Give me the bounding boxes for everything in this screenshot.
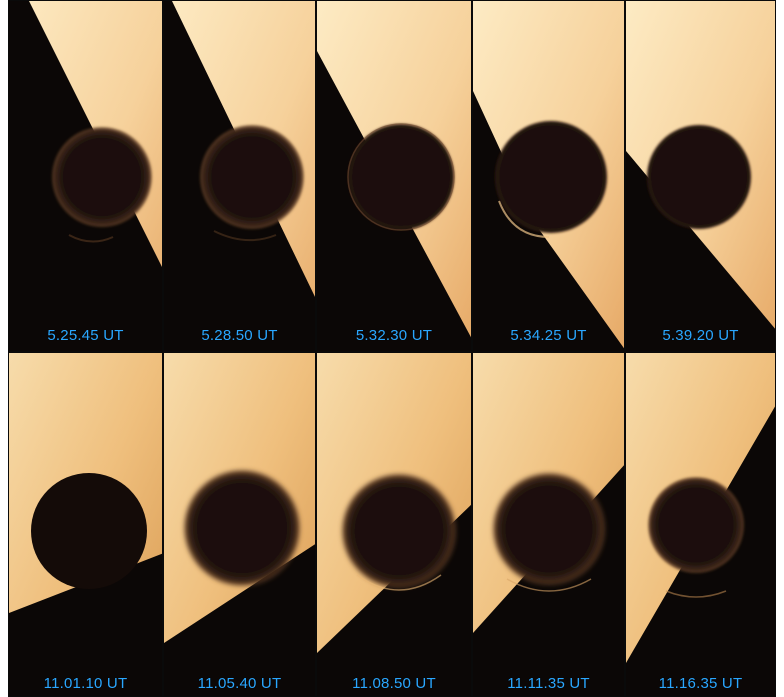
timestamp-label: 5.28.50 UT: [201, 327, 278, 344]
panel-9: 11.11.35 UT: [472, 352, 625, 697]
panel-8: 11.08.50 UT: [316, 352, 472, 697]
timestamp-label: 11.16.35 UT: [658, 675, 743, 692]
transit-image: [164, 353, 315, 696]
timestamp-label: 11.11.35 UT: [507, 675, 590, 692]
transit-image: [9, 1, 162, 351]
panel-10: 11.16.35 UT: [625, 352, 776, 697]
panel-1: 5.25.45 UT: [8, 0, 163, 352]
transit-image: [473, 1, 624, 351]
timestamp-label: 11.05.40 UT: [197, 675, 282, 692]
transit-image: [626, 1, 775, 351]
transit-image: [626, 353, 775, 696]
transit-image: [317, 353, 471, 696]
transit-image: [164, 1, 315, 351]
transit-image: [473, 353, 624, 696]
timestamp-label: 11.08.50 UT: [352, 675, 436, 692]
timestamp-label: 5.39.20 UT: [662, 327, 739, 344]
transit-image: [317, 1, 471, 351]
timestamp-label: 5.34.25 UT: [510, 327, 587, 344]
timestamp-label: 11.01.10 UT: [43, 675, 128, 692]
panel-2: 5.28.50 UT: [163, 0, 316, 352]
panel-3: 5.32.30 UT: [316, 0, 472, 352]
panel-6: 11.01.10 UT: [8, 352, 163, 697]
timestamp-label: 5.25.45 UT: [47, 327, 124, 344]
transit-image: [9, 353, 162, 696]
panel-4: 5.34.25 UT: [472, 0, 625, 352]
panel-7: 11.05.40 UT: [163, 352, 316, 697]
panel-5: 5.39.20 UT: [625, 0, 776, 352]
timestamp-label: 5.32.30 UT: [355, 327, 433, 344]
